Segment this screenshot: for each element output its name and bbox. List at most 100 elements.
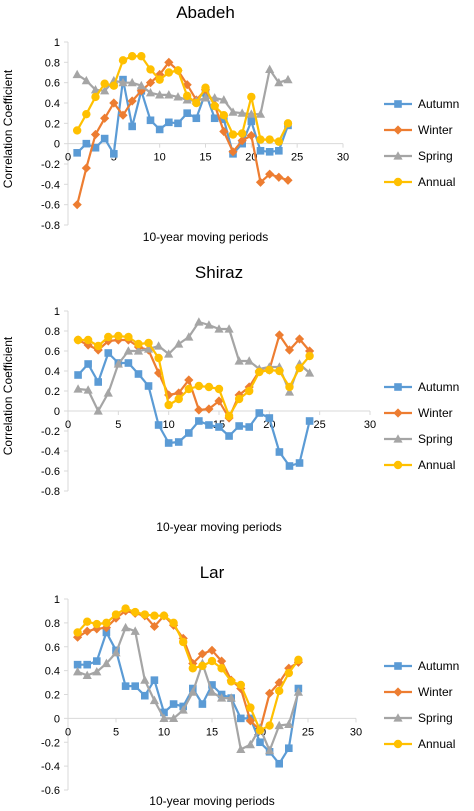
data-point-spring	[237, 108, 247, 117]
data-point-autumn	[141, 691, 149, 700]
data-point-annual	[159, 611, 169, 620]
data-point-spring	[293, 687, 303, 696]
data-point-autumn	[164, 439, 173, 447]
data-point-annual	[255, 726, 265, 735]
data-point-spring	[234, 356, 244, 365]
y-tick-label: 0.4	[45, 666, 60, 678]
data-point-autumn	[195, 417, 203, 425]
data-point-spring	[81, 75, 91, 85]
data-point-annual	[92, 619, 102, 629]
data-point-winter	[214, 396, 224, 406]
data-point-autumn	[185, 429, 193, 437]
x-tick-label: 5	[113, 726, 119, 738]
data-point-annual	[217, 664, 226, 673]
data-point-spring	[178, 705, 188, 714]
data-point-spring	[92, 667, 102, 676]
data-point-annual	[184, 384, 193, 394]
data-point-winter	[265, 688, 275, 698]
x-axis-label: 10-year moving periods	[149, 794, 274, 808]
y-tick-label: 0.2	[45, 386, 60, 398]
data-point-annual	[121, 604, 130, 613]
data-point-autumn	[128, 122, 136, 131]
data-point-spring	[101, 658, 111, 668]
data-point-spring	[184, 332, 194, 341]
data-point-spring	[305, 368, 315, 377]
data-point-annual	[192, 98, 201, 108]
data-point-spring	[255, 109, 266, 118]
data-point-winter	[73, 632, 83, 642]
series-line-winter	[77, 609, 299, 732]
data-point-annual	[265, 135, 274, 144]
data-point-annual	[224, 411, 234, 421]
data-point-winter	[228, 147, 238, 157]
data-point-autumn	[74, 371, 82, 379]
y-tick-label: 0.8	[45, 57, 60, 69]
y-tick-label: -0.6	[41, 200, 60, 212]
legend-marker-winter	[393, 687, 403, 697]
legend-marker-spring	[393, 151, 403, 160]
data-point-annual	[83, 617, 92, 626]
data-point-autumn	[73, 149, 81, 157]
data-point-autumn	[82, 139, 91, 148]
x-tick-label: 15	[206, 726, 218, 738]
data-point-annual	[219, 111, 229, 120]
x-tick-label: 0	[65, 726, 71, 738]
data-point-spring	[244, 356, 254, 365]
data-point-autumn	[100, 134, 109, 143]
data-point-winter	[255, 177, 266, 187]
data-point-spring	[204, 320, 214, 329]
data-point-annual	[236, 680, 245, 690]
x-tick-label: 30	[337, 152, 349, 164]
series-line-winter	[77, 333, 311, 420]
x-axis-label: 10-year moving periods	[156, 520, 281, 534]
data-point-autumn	[275, 448, 284, 456]
data-point-winter	[274, 330, 284, 340]
y-tick-label: 0.4	[45, 366, 60, 378]
data-point-autumn	[245, 423, 253, 431]
x-tick-label: 5	[115, 419, 121, 431]
data-point-spring	[207, 687, 217, 696]
y-tick-label: -0.6	[41, 466, 60, 478]
data-point-autumn	[94, 378, 102, 386]
data-point-autumn	[174, 438, 183, 446]
data-point-winter	[101, 623, 111, 633]
data-point-spring	[284, 719, 294, 728]
data-point-annual	[150, 611, 159, 620]
data-point-winter	[100, 113, 110, 123]
y-tick-label: -0.4	[41, 179, 60, 191]
legend-marker-winter	[393, 125, 403, 135]
data-point-autumn	[295, 459, 304, 467]
data-point-spring	[103, 388, 113, 397]
data-point-autumn	[215, 423, 223, 431]
data-point-annual	[283, 119, 293, 128]
data-point-annual	[82, 109, 91, 119]
data-point-winter	[72, 200, 82, 210]
data-point-winter	[118, 110, 128, 120]
data-point-annual	[134, 339, 143, 349]
data-point-annual	[73, 628, 82, 637]
data-point-spring	[83, 385, 93, 394]
data-point-autumn	[169, 700, 178, 708]
data-point-winter	[246, 130, 256, 141]
data-point-annual	[102, 618, 111, 628]
x-tick-label: 10	[158, 726, 170, 738]
legend-marker-annual	[393, 177, 403, 187]
data-point-annual	[305, 351, 314, 361]
data-point-autumn	[93, 657, 101, 665]
data-point-winter	[265, 169, 275, 179]
data-point-autumn	[265, 414, 274, 422]
data-point-spring	[73, 667, 83, 676]
data-point-annual	[275, 686, 284, 696]
data-point-annual	[137, 52, 146, 61]
data-point-spring	[159, 713, 169, 722]
data-point-winter	[149, 621, 159, 632]
data-point-spring	[93, 406, 103, 415]
data-point-annual	[104, 332, 113, 342]
data-point-spring	[123, 346, 133, 355]
data-point-annual	[140, 610, 149, 619]
data-point-winter	[284, 663, 294, 673]
data-point-autumn	[121, 682, 130, 690]
data-point-autumn	[160, 708, 168, 717]
x-tick-label: 10	[163, 419, 175, 431]
